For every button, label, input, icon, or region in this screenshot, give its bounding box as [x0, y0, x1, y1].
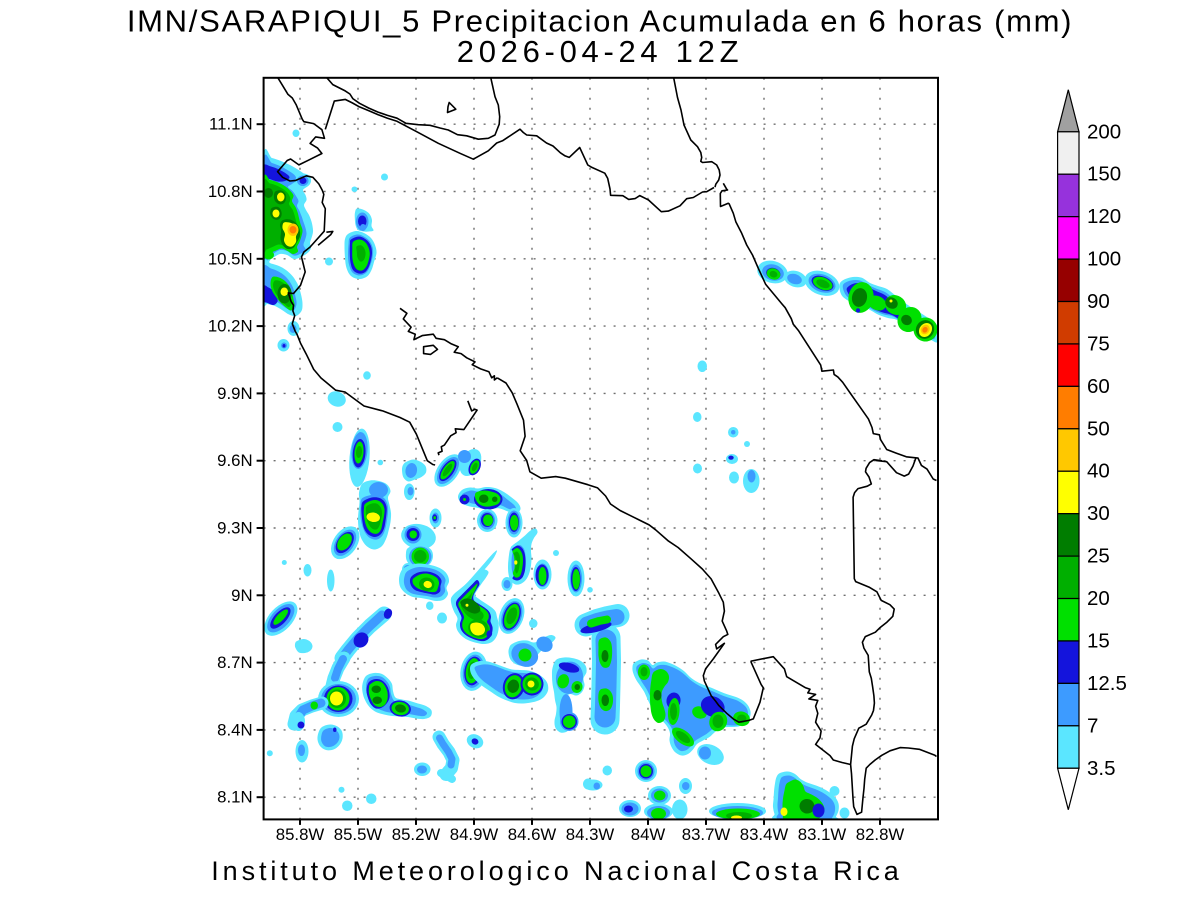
svg-text:75: 75: [1087, 332, 1110, 355]
svg-text:50: 50: [1087, 417, 1110, 440]
svg-text:25: 25: [1087, 545, 1110, 568]
svg-text:100: 100: [1087, 248, 1121, 271]
svg-text:9.6N: 9.6N: [217, 451, 252, 470]
svg-text:11.1N: 11.1N: [209, 115, 253, 134]
svg-text:10.2N: 10.2N: [208, 317, 253, 336]
svg-text:3.5: 3.5: [1087, 757, 1116, 780]
svg-text:200: 200: [1087, 120, 1121, 143]
svg-text:8.1N: 8.1N: [217, 788, 252, 807]
svg-text:10.5N: 10.5N: [208, 249, 253, 268]
svg-text:9.9N: 9.9N: [217, 384, 252, 403]
svg-text:84.9W: 84.9W: [450, 825, 499, 844]
svg-text:8.7N: 8.7N: [217, 653, 252, 672]
svg-text:83.1W: 83.1W: [798, 825, 847, 844]
svg-text:90: 90: [1087, 290, 1110, 313]
svg-text:7: 7: [1087, 714, 1098, 737]
svg-text:150: 150: [1087, 163, 1121, 186]
svg-text:40: 40: [1087, 460, 1110, 483]
svg-text:9.3N: 9.3N: [217, 519, 252, 538]
svg-text:60: 60: [1087, 375, 1110, 398]
svg-text:83.7W: 83.7W: [682, 825, 731, 844]
svg-text:82.8W: 82.8W: [856, 825, 905, 844]
svg-text:12.5: 12.5: [1087, 672, 1127, 695]
svg-text:IMN/SARAPIQUI_5 Precipitacion: IMN/SARAPIQUI_5 Precipitacion Acumulada …: [127, 4, 1073, 39]
svg-text:84W: 84W: [631, 825, 666, 844]
svg-text:84.3W: 84.3W: [566, 825, 615, 844]
svg-text:Instituto Meteorologico Nacion: Instituto Meteorologico Nacional Costa R…: [211, 856, 902, 886]
svg-text:9N: 9N: [231, 586, 252, 605]
svg-text:15: 15: [1087, 629, 1110, 652]
svg-text:10.8N: 10.8N: [208, 182, 253, 201]
svg-text:85.2W: 85.2W: [392, 825, 441, 844]
svg-text:2026-04-24 12Z: 2026-04-24 12Z: [457, 34, 743, 69]
svg-text:83.4W: 83.4W: [740, 825, 789, 844]
svg-text:85.8W: 85.8W: [276, 825, 325, 844]
svg-text:120: 120: [1087, 205, 1121, 228]
svg-text:85.5W: 85.5W: [334, 825, 383, 844]
svg-text:30: 30: [1087, 502, 1110, 525]
svg-text:20: 20: [1087, 587, 1110, 610]
svg-text:8.4N: 8.4N: [217, 720, 252, 739]
svg-text:84.6W: 84.6W: [508, 825, 557, 844]
